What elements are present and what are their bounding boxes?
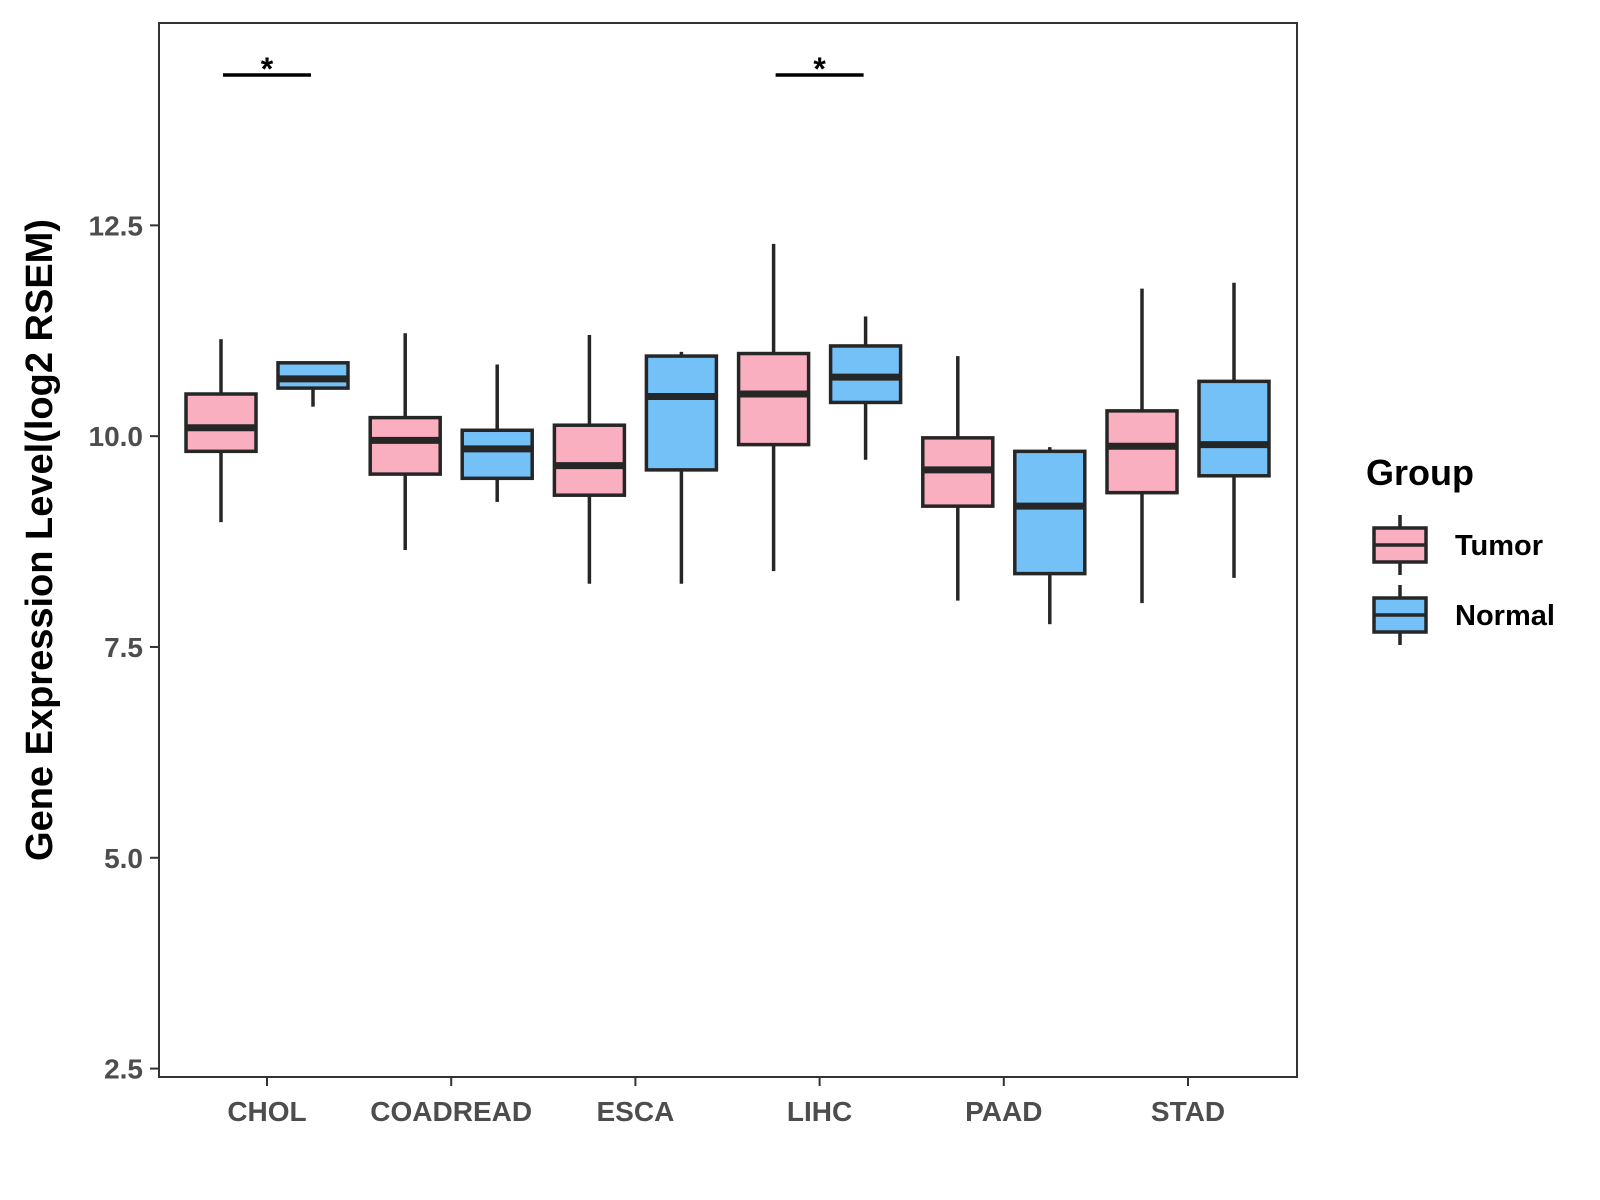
significance-star: *: [261, 51, 274, 87]
box-tumor-coadread: [368, 333, 442, 550]
box-body: [1105, 409, 1179, 495]
box-normal-lihc: [828, 316, 903, 460]
legend-key-normal: [1372, 585, 1428, 645]
y-tick-label: 12.5: [89, 210, 144, 241]
y-tick-label: 2.5: [104, 1054, 143, 1085]
box-tumor-stad: [1105, 288, 1179, 604]
box-normal-chol: [276, 361, 350, 407]
box-body: [644, 354, 719, 472]
y-axis: 2.5 5.0 7.5 10.0 12.5: [89, 210, 159, 1085]
box-body: [552, 423, 627, 497]
box-body: [184, 392, 258, 454]
x-tick-label: CHOL: [227, 1096, 306, 1127]
box-normal-paad: [1013, 447, 1087, 625]
y-tick-label: 10.0: [89, 421, 144, 452]
significance-chol: *: [223, 51, 311, 87]
box-normal-esca: [644, 351, 719, 584]
box-body: [368, 415, 442, 476]
significance-lihc: *: [775, 51, 864, 87]
box-body: [460, 428, 534, 481]
y-tick-label: 7.5: [104, 632, 143, 663]
significance-star: *: [813, 51, 826, 87]
x-tick-label: PAAD: [965, 1096, 1042, 1127]
x-tick-label: ESCA: [597, 1096, 675, 1127]
box-tumor-chol: [184, 339, 258, 523]
x-tick-label: COADREAD: [370, 1096, 532, 1127]
legend-title: Group: [1366, 452, 1474, 493]
y-axis-title: Gene Expression Level(log2 RSEM): [19, 219, 61, 861]
x-tick-label: STAD: [1151, 1096, 1225, 1127]
box-normal-stad: [1197, 282, 1271, 578]
box-tumor-paad: [921, 356, 995, 601]
box-body: [1197, 379, 1271, 478]
plot-area: * *: [184, 51, 1271, 625]
y-tick-label: 5.0: [104, 843, 143, 874]
legend: Group Tumor Normal: [1366, 452, 1555, 645]
box-body: [736, 351, 811, 447]
legend-label-tumor: Tumor: [1455, 530, 1543, 562]
box-normal-coadread: [460, 364, 534, 502]
legend-label-normal: Normal: [1455, 600, 1555, 632]
panel-border: [158, 22, 1298, 1078]
x-tick-label: LIHC: [787, 1096, 852, 1127]
legend-key-tumor: [1372, 515, 1428, 575]
box-body: [1013, 449, 1087, 576]
x-axis: CHOL COADREAD ESCA LIHC PAAD STAD: [227, 1077, 1225, 1127]
box-tumor-esca: [552, 334, 627, 584]
box-tumor-lihc: [736, 243, 811, 572]
